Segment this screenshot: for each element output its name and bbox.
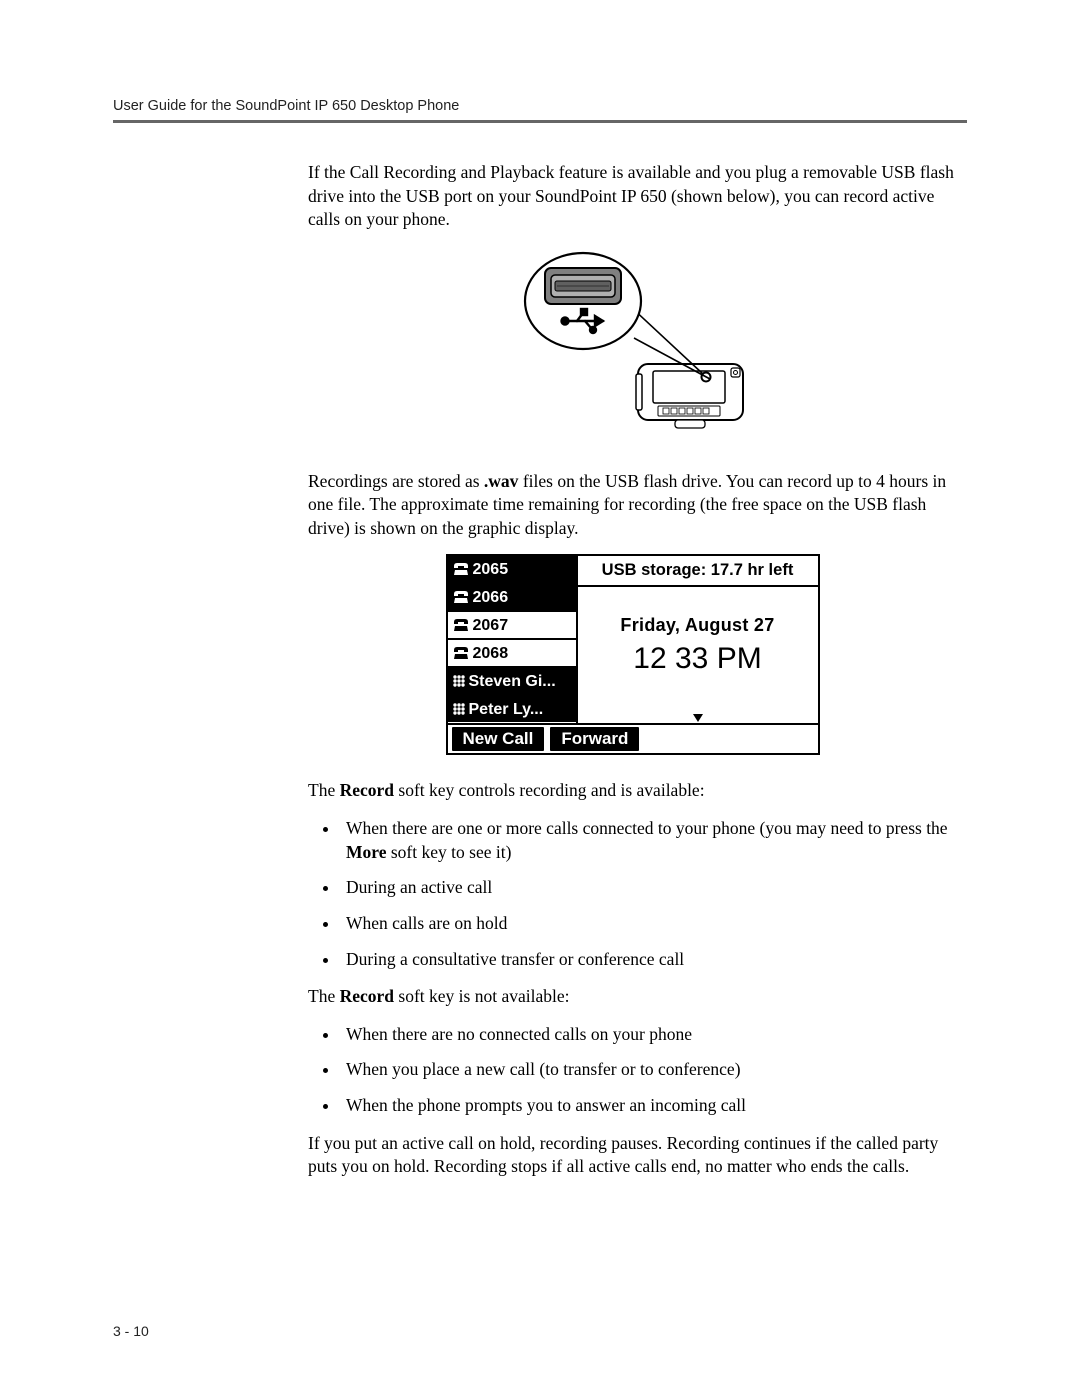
text: soft key to see it) [387,842,512,862]
phone-screen-main: USB storage: 17.7 hr left Friday, August… [578,556,818,723]
page-header: User Guide for the SoundPoint IP 650 Des… [113,98,967,114]
down-triangle-icon [692,713,704,723]
line-row: Peter Ly... [448,696,576,722]
usb-port-icon [525,253,641,349]
text: soft key is not available: [394,986,569,1006]
softkey-bar: New Call Forward [448,723,818,753]
list-item: During an active call [340,876,957,900]
list-item: During a consultative transfer or confer… [340,948,957,972]
text: The [308,986,340,1006]
phone-screen-figure: 2065 2066 2067 2068 [308,554,957,755]
line-label: 2066 [473,587,509,609]
date-label: Friday, August 27 [578,613,818,637]
usb-storage-title: USB storage: 17.7 hr left [578,556,818,586]
softkey-forward: Forward [550,727,639,751]
list-item: When there are no connected calls on you… [340,1023,957,1047]
presence-icon [452,674,466,688]
text: When there are one or more calls connect… [346,818,948,838]
line-label: Steven Gi... [469,671,556,693]
record-label: Record [340,986,394,1006]
content: If the Call Recording and Playback featu… [308,161,957,1179]
line-row: 2065 [448,556,576,584]
text: Recordings are stored as [308,471,484,491]
phone-screen-top: 2065 2066 2067 2068 [448,556,818,723]
phone-outline-icon [636,364,743,428]
list-item: When calls are on hold [340,912,957,936]
hold-behaviour-paragraph: If you put an active call on hold, recor… [308,1132,957,1179]
line-label: 2068 [473,643,509,665]
record-available-intro: The Record soft key controls recording a… [308,779,957,803]
intro-paragraph-1: If the Call Recording and Playback featu… [308,161,957,232]
softkey-new-call: New Call [452,727,545,751]
time-text: 12 33 PM [633,642,761,675]
phone-icon [452,590,470,604]
list-item: When there are one or more calls connect… [340,817,957,864]
line-label: Peter Ly... [469,699,544,721]
phone-screen-body: Friday, August 27 12 33 PM [578,587,818,724]
phone-screen: 2065 2066 2067 2068 [446,554,820,755]
record-available-list: When there are one or more calls connect… [308,817,957,971]
record-not-available-intro: The Record soft key is not available: [308,985,957,1009]
phone-icon [452,618,470,632]
more-label: More [346,842,387,862]
usb-port-figure [308,246,957,448]
header-rule [113,120,967,123]
line-row: 2068 [448,640,576,668]
presence-icon [452,702,466,716]
time-label: 12 33 PM [578,639,818,680]
line-row: Steven Gi... [448,668,576,696]
page-number: 3 - 10 [113,1323,149,1339]
record-not-available-list: When there are no connected calls on you… [308,1023,957,1118]
phone-line-sidebar: 2065 2066 2067 2068 [448,556,578,723]
text: The [308,780,340,800]
phone-icon [452,562,470,576]
page: User Guide for the SoundPoint IP 650 Des… [0,0,1080,1397]
record-label: Record [340,780,394,800]
intro-paragraph-2: Recordings are stored as .wav files on t… [308,470,957,541]
wav-label: .wav [484,471,519,491]
line-row: 2066 [448,584,576,612]
line-label: 2065 [473,559,509,581]
list-item: When you place a new call (to transfer o… [340,1058,957,1082]
phone-icon [452,646,470,660]
line-label: 2067 [473,615,509,637]
text: soft key controls recording and is avail… [394,780,705,800]
list-item: When the phone prompts you to answer an … [340,1094,957,1118]
line-row: 2067 [448,612,576,640]
